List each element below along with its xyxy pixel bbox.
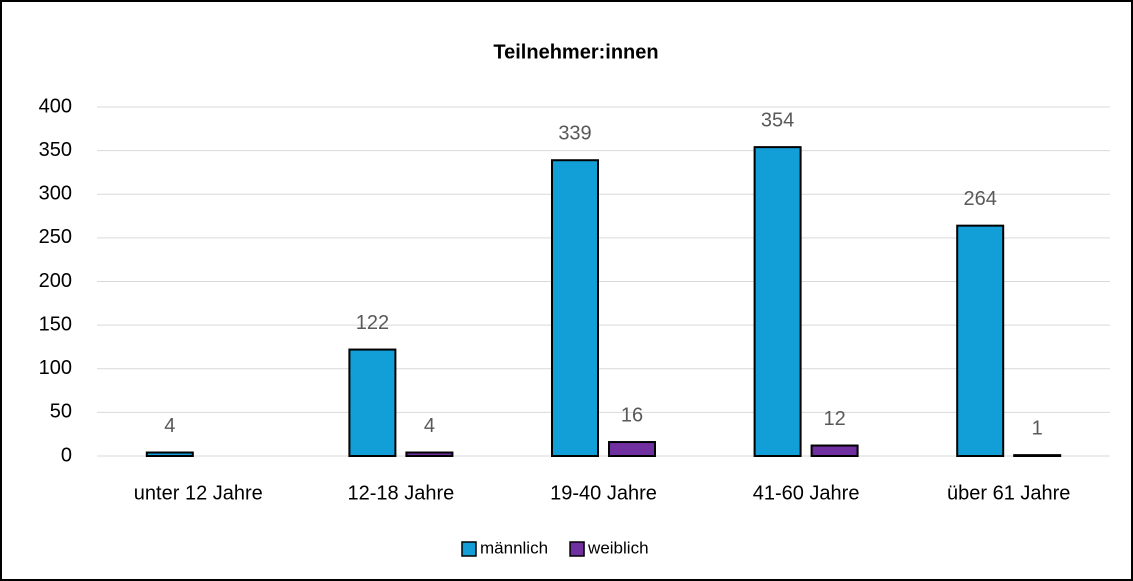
y-tick-label: 400 xyxy=(39,95,72,117)
value-label: 12 xyxy=(823,408,845,430)
bar xyxy=(956,224,1005,457)
y-tick-label: 100 xyxy=(39,357,72,379)
bar xyxy=(1013,454,1062,458)
bar xyxy=(348,348,397,457)
x-tick-label: unter 12 Jahre xyxy=(134,482,263,504)
chart-title: Teilnehmer:innen xyxy=(493,41,658,63)
value-label: 264 xyxy=(964,188,997,210)
value-label: 4 xyxy=(424,415,435,437)
x-tick-label: über 61 Jahre xyxy=(947,482,1070,504)
y-tick-label: 0 xyxy=(61,444,72,466)
legend-label: weiblich xyxy=(587,538,648,557)
legend-label: männlich xyxy=(480,538,548,557)
y-tick-label: 250 xyxy=(39,226,72,248)
y-tick-label: 150 xyxy=(39,313,72,335)
bar xyxy=(810,444,859,457)
value-label: 1 xyxy=(1032,417,1043,439)
value-label: 122 xyxy=(356,312,389,334)
bar xyxy=(405,451,454,458)
x-tick-label: 12-18 Jahre xyxy=(348,482,455,504)
bar xyxy=(753,146,802,457)
value-label: 354 xyxy=(761,109,794,131)
y-tick-label: 200 xyxy=(39,270,72,292)
y-tick-label: 300 xyxy=(39,183,72,205)
bar xyxy=(145,451,194,458)
x-tick-label: 41-60 Jahre xyxy=(753,482,860,504)
y-tick-label: 50 xyxy=(50,401,72,423)
value-label: 4 xyxy=(164,415,175,437)
legend-swatch xyxy=(461,541,477,557)
bar xyxy=(608,441,656,458)
bar xyxy=(551,159,599,457)
x-tick-label: 19-40 Jahre xyxy=(550,482,657,504)
value-label: 339 xyxy=(558,123,591,145)
value-label: 16 xyxy=(621,404,643,426)
y-tick-label: 350 xyxy=(39,139,72,161)
legend-swatch xyxy=(569,541,585,557)
